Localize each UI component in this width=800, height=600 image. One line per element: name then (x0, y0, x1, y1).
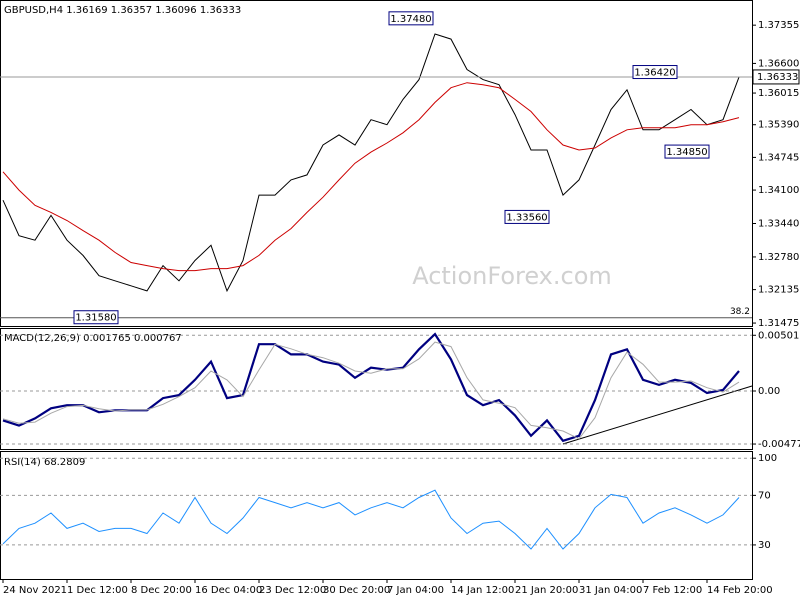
trend-line (562, 385, 753, 445)
x-tick-label: 24 Nov 2021 (3, 585, 67, 596)
y-tick-label: 1.36600 (758, 58, 799, 69)
price-annotation: 1.37480 (390, 14, 431, 25)
y-tick-label: 1.36015 (758, 88, 799, 99)
macd-panel (0, 328, 753, 450)
x-tick-label: 23 Dec 12:00 (259, 585, 326, 596)
series-line (2, 82, 740, 272)
price-panel (0, 0, 753, 327)
price-annotation-box (73, 310, 119, 325)
series-line (2, 33, 740, 293)
y-tick-label: -0.004773 (758, 439, 800, 450)
x-tick-label: 31 Jan 04:00 (579, 585, 642, 596)
watermark: ActionForex.com (412, 262, 612, 290)
rsi-panel (0, 451, 753, 580)
y-tick-label: 0.005015 (758, 330, 800, 341)
series-line (2, 489, 740, 550)
x-tick-label: 14 Jan 12:00 (451, 585, 514, 596)
price-annotation-box (632, 65, 678, 80)
y-tick-label: 1.33440 (758, 219, 799, 230)
current-price-box (752, 69, 800, 85)
macd-title: MACD(12,26,9) 0.001765 0.000767 (4, 333, 182, 344)
y-tick-label: 0.00 (758, 386, 780, 397)
x-tick-label: 30 Dec 20:00 (323, 585, 390, 596)
x-tick-label: 16 Dec 04:00 (195, 585, 262, 596)
y-tick-label: 1.35390 (758, 120, 799, 131)
x-tick-label: 7 Feb 12:00 (643, 585, 702, 596)
y-tick-label: 30 (758, 540, 771, 551)
x-tick-label: 8 Dec 20:00 (131, 585, 192, 596)
price-annotation-box (664, 144, 710, 159)
price-annotation-box (388, 11, 434, 26)
price-annotation: 1.31580 (75, 313, 116, 324)
price-annotation: 1.36420 (634, 68, 675, 79)
rsi-title: RSI(14) 68.2809 (4, 457, 85, 468)
price-annotation-box (504, 209, 550, 224)
y-tick-label: 1.31475 (758, 318, 799, 329)
y-tick-label: 1.34745 (758, 152, 799, 163)
y-tick-label: 1.32780 (758, 252, 799, 263)
price-annotation: 1.34850 (666, 147, 707, 158)
price-annotation: 1.33560 (506, 212, 547, 223)
x-tick-label: 14 Feb 20:00 (707, 585, 773, 596)
price-title: GBPUSD,H4 1.36169 1.36357 1.36096 1.3633… (4, 5, 241, 16)
y-tick-label: 100 (758, 453, 777, 464)
y-tick-label: 1.34100 (758, 185, 799, 196)
x-tick-label: 1 Dec 12:00 (67, 585, 128, 596)
x-tick-label: 7 Jan 04:00 (387, 585, 444, 596)
level-label: 38.2 (730, 307, 750, 317)
x-tick-label: 21 Jan 20:00 (515, 585, 578, 596)
current-price-label: 1.36333 (757, 72, 798, 83)
y-tick-label: 1.32135 (758, 285, 799, 296)
y-tick-label: 70 (758, 490, 771, 501)
series-line (2, 341, 740, 440)
y-tick-label: 1.37355 (758, 20, 799, 31)
